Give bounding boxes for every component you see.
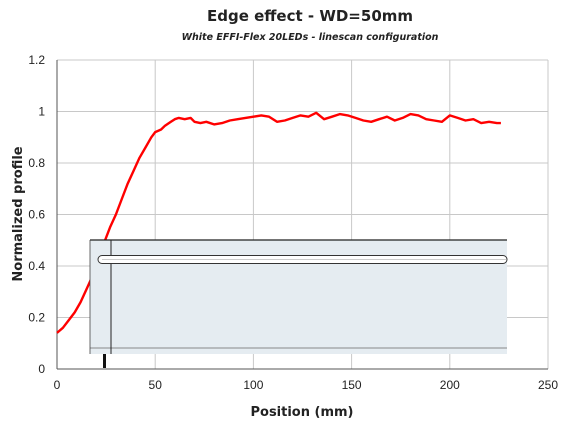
y-tick-label: 0.2 bbox=[28, 311, 45, 325]
chart-title: Edge effect - WD=50mm bbox=[207, 7, 413, 25]
inset-panel bbox=[89, 239, 508, 368]
x-tick-label: 0 bbox=[54, 378, 61, 392]
axes bbox=[56, 60, 548, 370]
y-tick-label: 0.6 bbox=[28, 208, 45, 222]
y-tick-label: 0.8 bbox=[28, 156, 45, 170]
inset-tick-marker bbox=[103, 354, 106, 368]
y-axis-title: Normalized profile bbox=[11, 146, 26, 281]
x-tick-label: 150 bbox=[342, 378, 362, 392]
x-tick-label: 250 bbox=[538, 378, 558, 392]
y-tick-label: 0 bbox=[38, 362, 45, 376]
y-tick-label: 0.4 bbox=[28, 259, 45, 273]
tick-labels: 0 50 100 150 200 250 0 0.2 0.4 0.6 0.8 1 1.2 bbox=[28, 53, 558, 392]
x-tick-label: 200 bbox=[440, 378, 460, 392]
series-line bbox=[56, 111, 501, 334]
y-tick-label: 1 bbox=[38, 105, 45, 119]
x-axis-title: Position (mm) bbox=[250, 405, 353, 420]
x-tick-label: 100 bbox=[243, 378, 263, 392]
series-layer bbox=[56, 111, 501, 334]
x-tick-label: 50 bbox=[149, 378, 163, 392]
chart-subtitle: White EFFI-Flex 20LEDs - linescan config… bbox=[182, 32, 439, 43]
y-tick-label: 1.2 bbox=[28, 53, 45, 67]
